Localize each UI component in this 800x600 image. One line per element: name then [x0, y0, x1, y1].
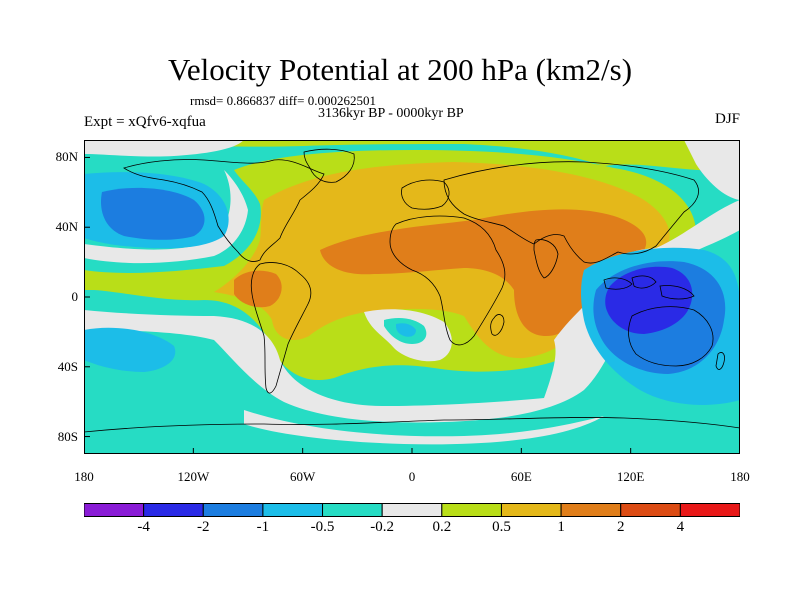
contour-north-pacific-neutral: [84, 170, 248, 264]
colorbar-label: 2: [616, 519, 625, 535]
contour-fill-layer: [84, 140, 740, 454]
colorbar-box: [202, 503, 264, 517]
coastline-australia: [628, 306, 714, 367]
y-tick-label: 80N: [55, 149, 78, 165]
coastline-antarctica: [84, 417, 740, 433]
coastline-europe: [401, 179, 450, 210]
colorbar-box: [262, 503, 324, 517]
x-tick-label: 180: [730, 469, 750, 484]
contour-antarctic-neutral: [244, 410, 604, 445]
coastline-greenland: [303, 148, 355, 183]
y-tick-label: 40S: [57, 358, 78, 374]
colorbar-label: 1: [557, 519, 565, 535]
coastline-asia: [443, 161, 699, 264]
rmsd-diff-stats: rmsd= 0.866837 diff= 0.000262501: [190, 93, 376, 108]
x-tick-label: 120E: [616, 469, 645, 484]
colorbar-box: [500, 503, 562, 517]
colorbar-label: -2: [197, 519, 210, 535]
contour-south-atlantic-weak-negative: [396, 323, 416, 337]
colorbar-box: [441, 503, 502, 517]
coastline-borneo: [631, 275, 657, 289]
y-tick-label: 0: [71, 289, 79, 304]
contour-positive-africa-asia: [320, 209, 647, 336]
coastline-africa: [389, 215, 506, 346]
colorbar-box: [322, 503, 383, 517]
time-period-label: 3136kyr BP - 0000kyr BP: [318, 106, 464, 121]
colorbar-label: -0.2: [370, 519, 395, 535]
coastline-south-america: [250, 262, 312, 394]
contour-arctic-slight-positive: [84, 140, 740, 171]
colorbar-label: -0.5: [310, 519, 335, 535]
contour-west-pacific-strong-negative: [605, 266, 693, 334]
colorbar-box: [143, 503, 204, 517]
colorbar-label: 0.5: [492, 519, 511, 535]
velocity-potential-map: [84, 140, 740, 454]
coastline-madagascar: [490, 314, 505, 336]
plot-title: Velocity Potential at 200 hPa (km2/s): [167, 52, 633, 87]
colorbar-box: [381, 503, 443, 517]
colorbar-box: [620, 503, 681, 517]
x-tick-label: 60E: [510, 469, 532, 484]
x-tick-label: 60W: [290, 469, 316, 484]
colorbar: [84, 503, 740, 517]
contour-southern-neutral-band: [84, 200, 740, 423]
colorbar-label: -1: [256, 519, 270, 535]
coastline-new-guinea: [659, 285, 695, 300]
coastline-india: [533, 239, 559, 279]
contour-positive-south-america: [234, 270, 282, 308]
colorbar-box: [679, 503, 740, 517]
contour-north-pacific-negative: [100, 187, 205, 240]
season-label: DJF: [714, 111, 740, 127]
contour-arctic-neutral: [84, 140, 244, 157]
coastlines: [84, 148, 740, 433]
coastline-new-zealand: [715, 352, 725, 370]
x-tick-label: 120W: [177, 469, 210, 484]
x-tick-label: 180: [74, 469, 94, 484]
coastline-north-america: [123, 159, 325, 262]
y-tick-label: 40N: [55, 219, 78, 235]
colorbar-label: -4: [137, 519, 150, 535]
experiment-label: Expt = xQfv6-xqfua: [84, 114, 206, 130]
colorbar-box: [560, 503, 622, 517]
contour-south-pacific-weak-negative: [84, 327, 176, 372]
colorbar-label: 4: [676, 519, 685, 535]
x-tick-label: 0: [408, 469, 416, 484]
y-tick-label: 80S: [57, 428, 78, 444]
contour-arctic-neutral-east: [684, 140, 740, 200]
axis-ticks: [84, 156, 740, 454]
colorbar-box: [84, 503, 145, 517]
colorbar-label: 0.2: [432, 519, 452, 535]
coastline-sumatra: [603, 277, 633, 290]
